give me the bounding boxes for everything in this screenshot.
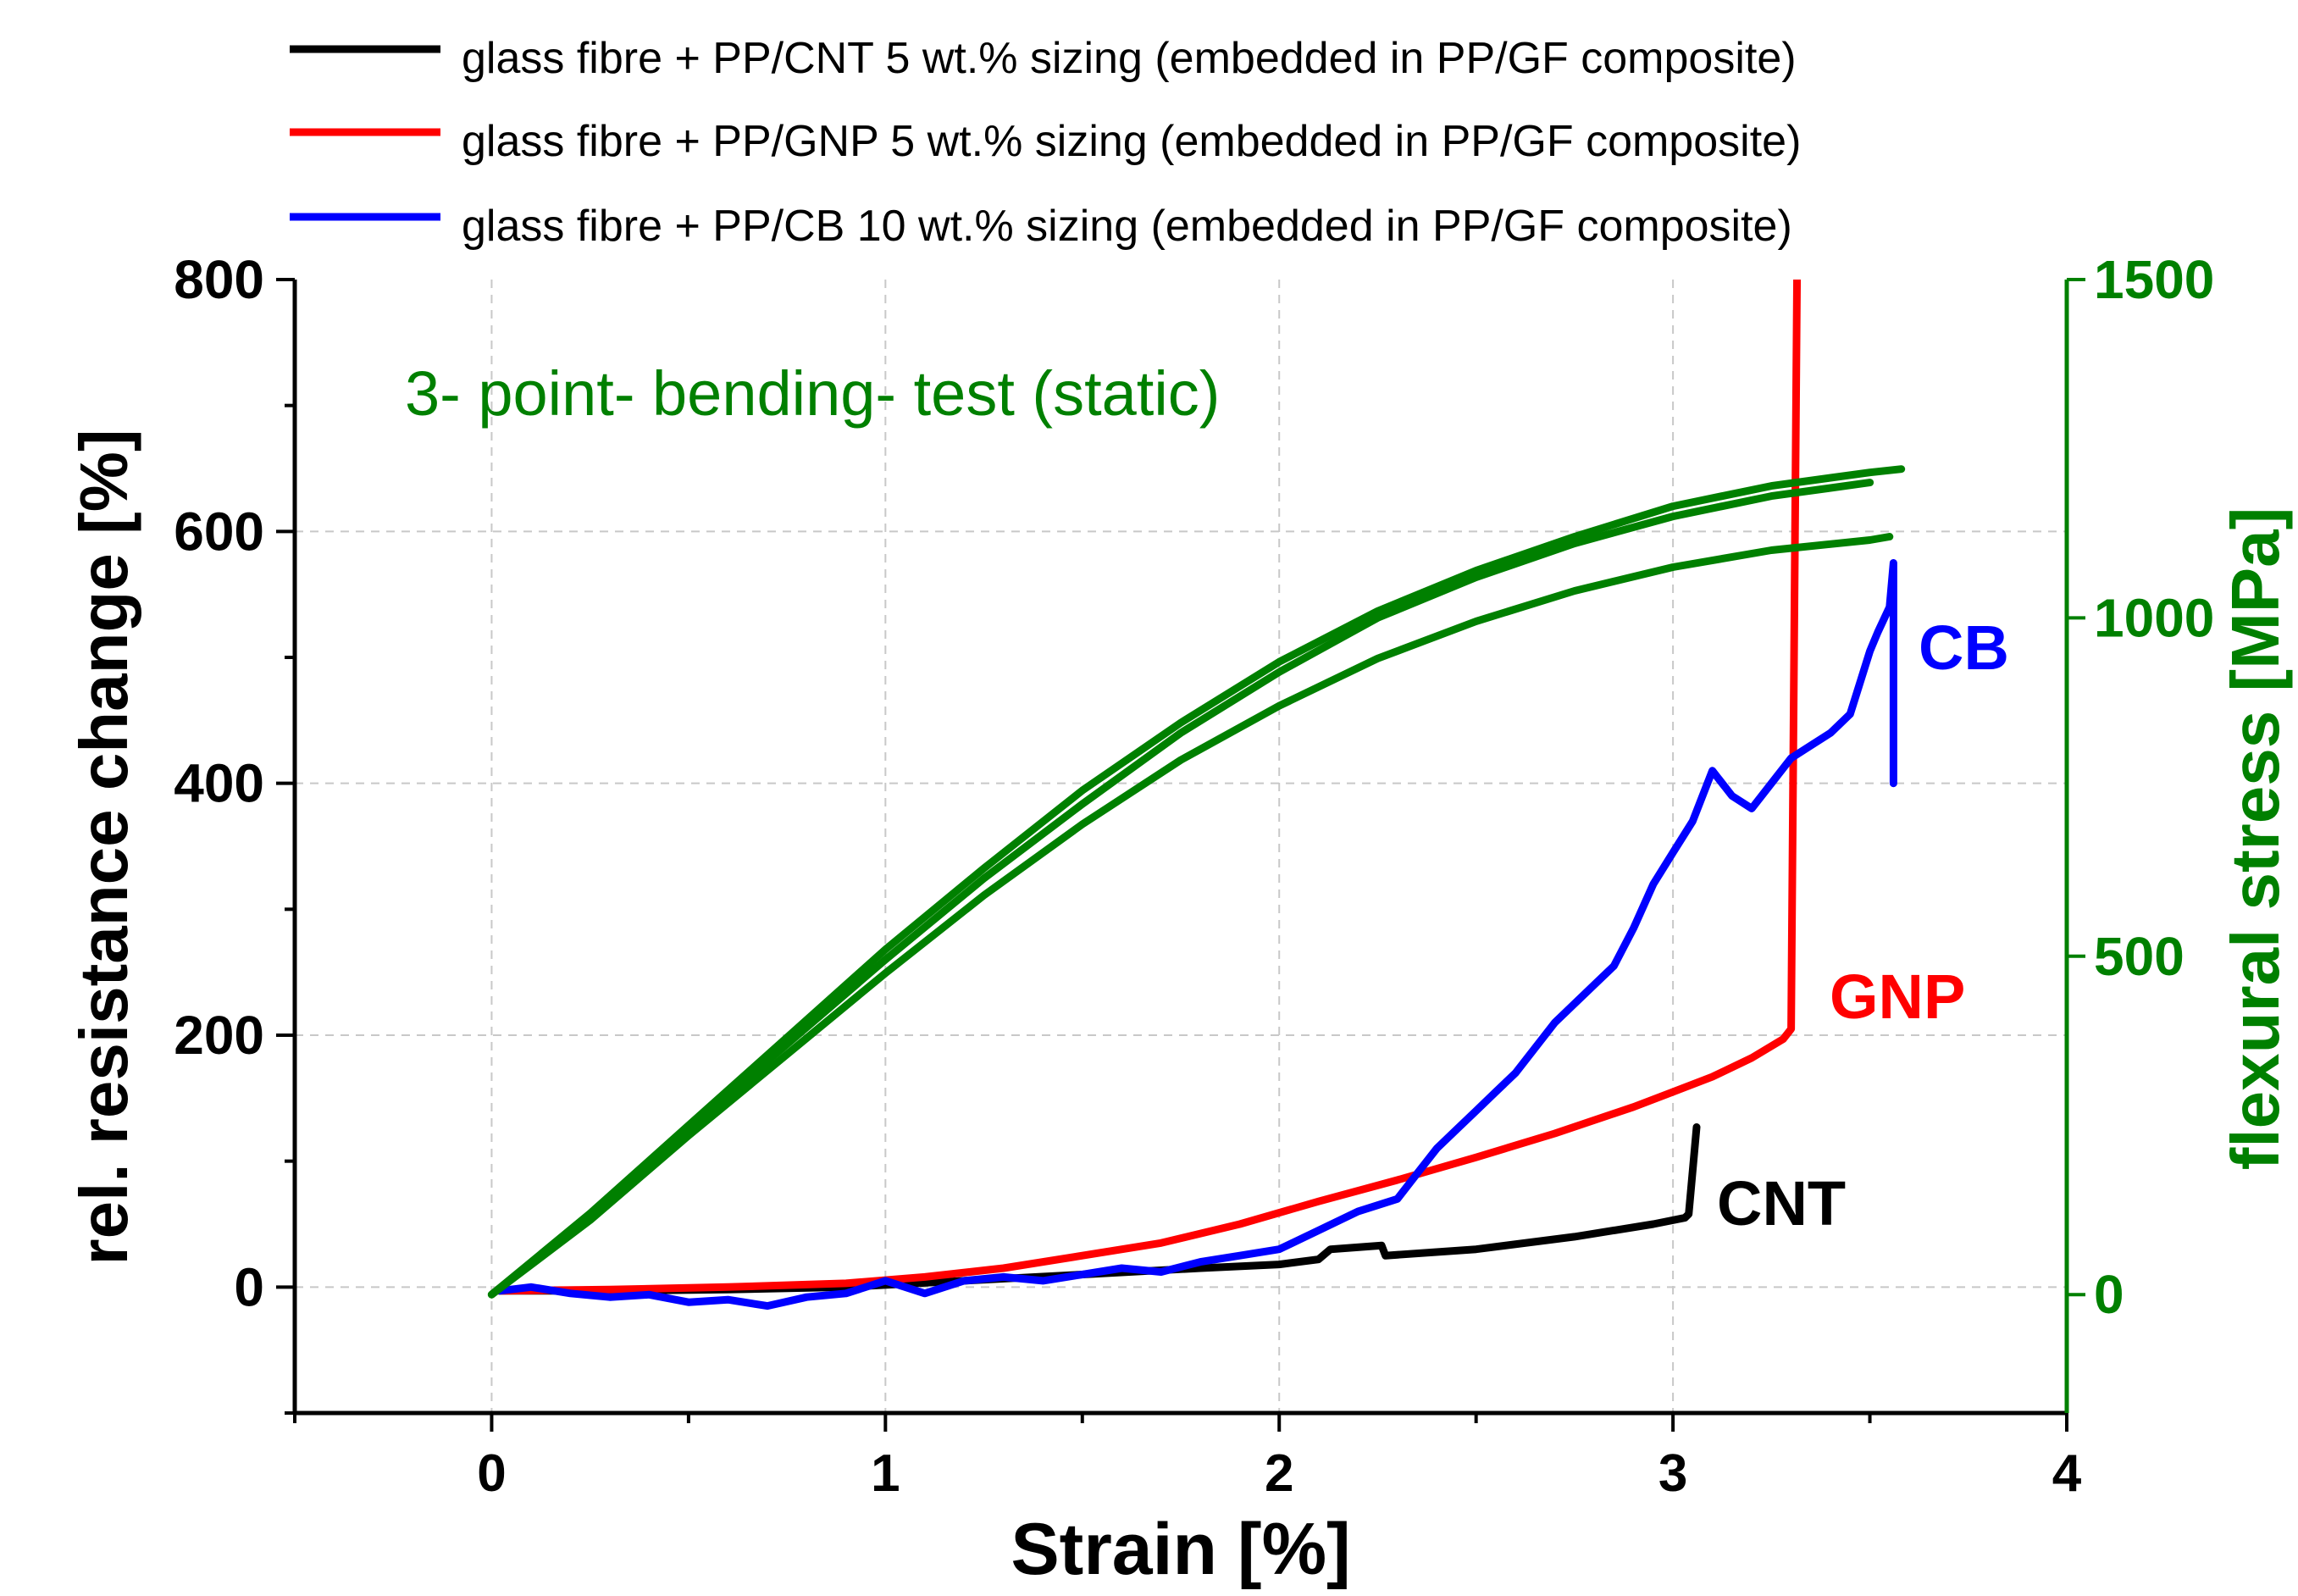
y-tick-label: 0 <box>234 1256 264 1317</box>
x-tick-label: 3 <box>1658 1444 1687 1503</box>
x-tick-label: 1 <box>871 1444 900 1503</box>
plot-frame <box>292 280 2069 1416</box>
y-tick-label: 400 <box>174 753 264 814</box>
series-label-cnt: CNT <box>1717 1168 1846 1239</box>
legend: glass fibre + PP/CNT 5 wt.% sizing (embe… <box>290 34 1801 251</box>
series-label-cb: CB <box>1919 612 2009 683</box>
y-axis-ticks: 0 200 400 600 800 <box>174 249 295 1415</box>
test-annotation: 3- point- bending- test (static) <box>405 358 1220 429</box>
y-tick-label: 800 <box>174 249 264 310</box>
series-line-flexural-stress-1 <box>487 465 1906 1299</box>
legend-label-cb: glass fibre + PP/CB 10 wt.% sizing (embe… <box>462 202 1792 251</box>
x-tick-label: 4 <box>2052 1444 2082 1503</box>
series-label-gnp: GNP <box>1830 961 1965 1032</box>
series-line-cb <box>496 559 1897 1311</box>
y2-axis-title: flexural stress [MPa] <box>2218 507 2293 1171</box>
y2-axis-ticks: 0 500 1000 1500 <box>2067 249 2214 1325</box>
y2-tick-label: 1500 <box>2094 249 2214 310</box>
y-axis-title: rel. resistance change [%] <box>66 429 141 1265</box>
y2-tick-label: 0 <box>2094 1264 2124 1325</box>
y2-tick-label: 1000 <box>2094 587 2214 648</box>
x-axis-ticks: 0 1 2 3 4 <box>293 1413 2082 1503</box>
legend-label-gnp: glass fibre + PP/GNP 5 wt.% sizing (embe… <box>462 117 1801 166</box>
x-tick-label: 2 <box>1265 1444 1293 1503</box>
series-line-cnt <box>496 1123 1701 1295</box>
series-line-flexural-stress-2 <box>487 479 1874 1299</box>
x-axis-title: Strain [%] <box>1011 1509 1350 1590</box>
legend-label-cnt: glass fibre + PP/CNT 5 wt.% sizing (embe… <box>462 34 1797 83</box>
y-tick-label: 600 <box>174 501 264 562</box>
y2-tick-label: 500 <box>2094 926 2184 987</box>
series-line-flexural-stress-3 <box>487 533 1894 1299</box>
x-tick-label: 0 <box>477 1444 506 1503</box>
y-tick-label: 200 <box>174 1005 264 1066</box>
series-layer <box>487 280 1906 1311</box>
